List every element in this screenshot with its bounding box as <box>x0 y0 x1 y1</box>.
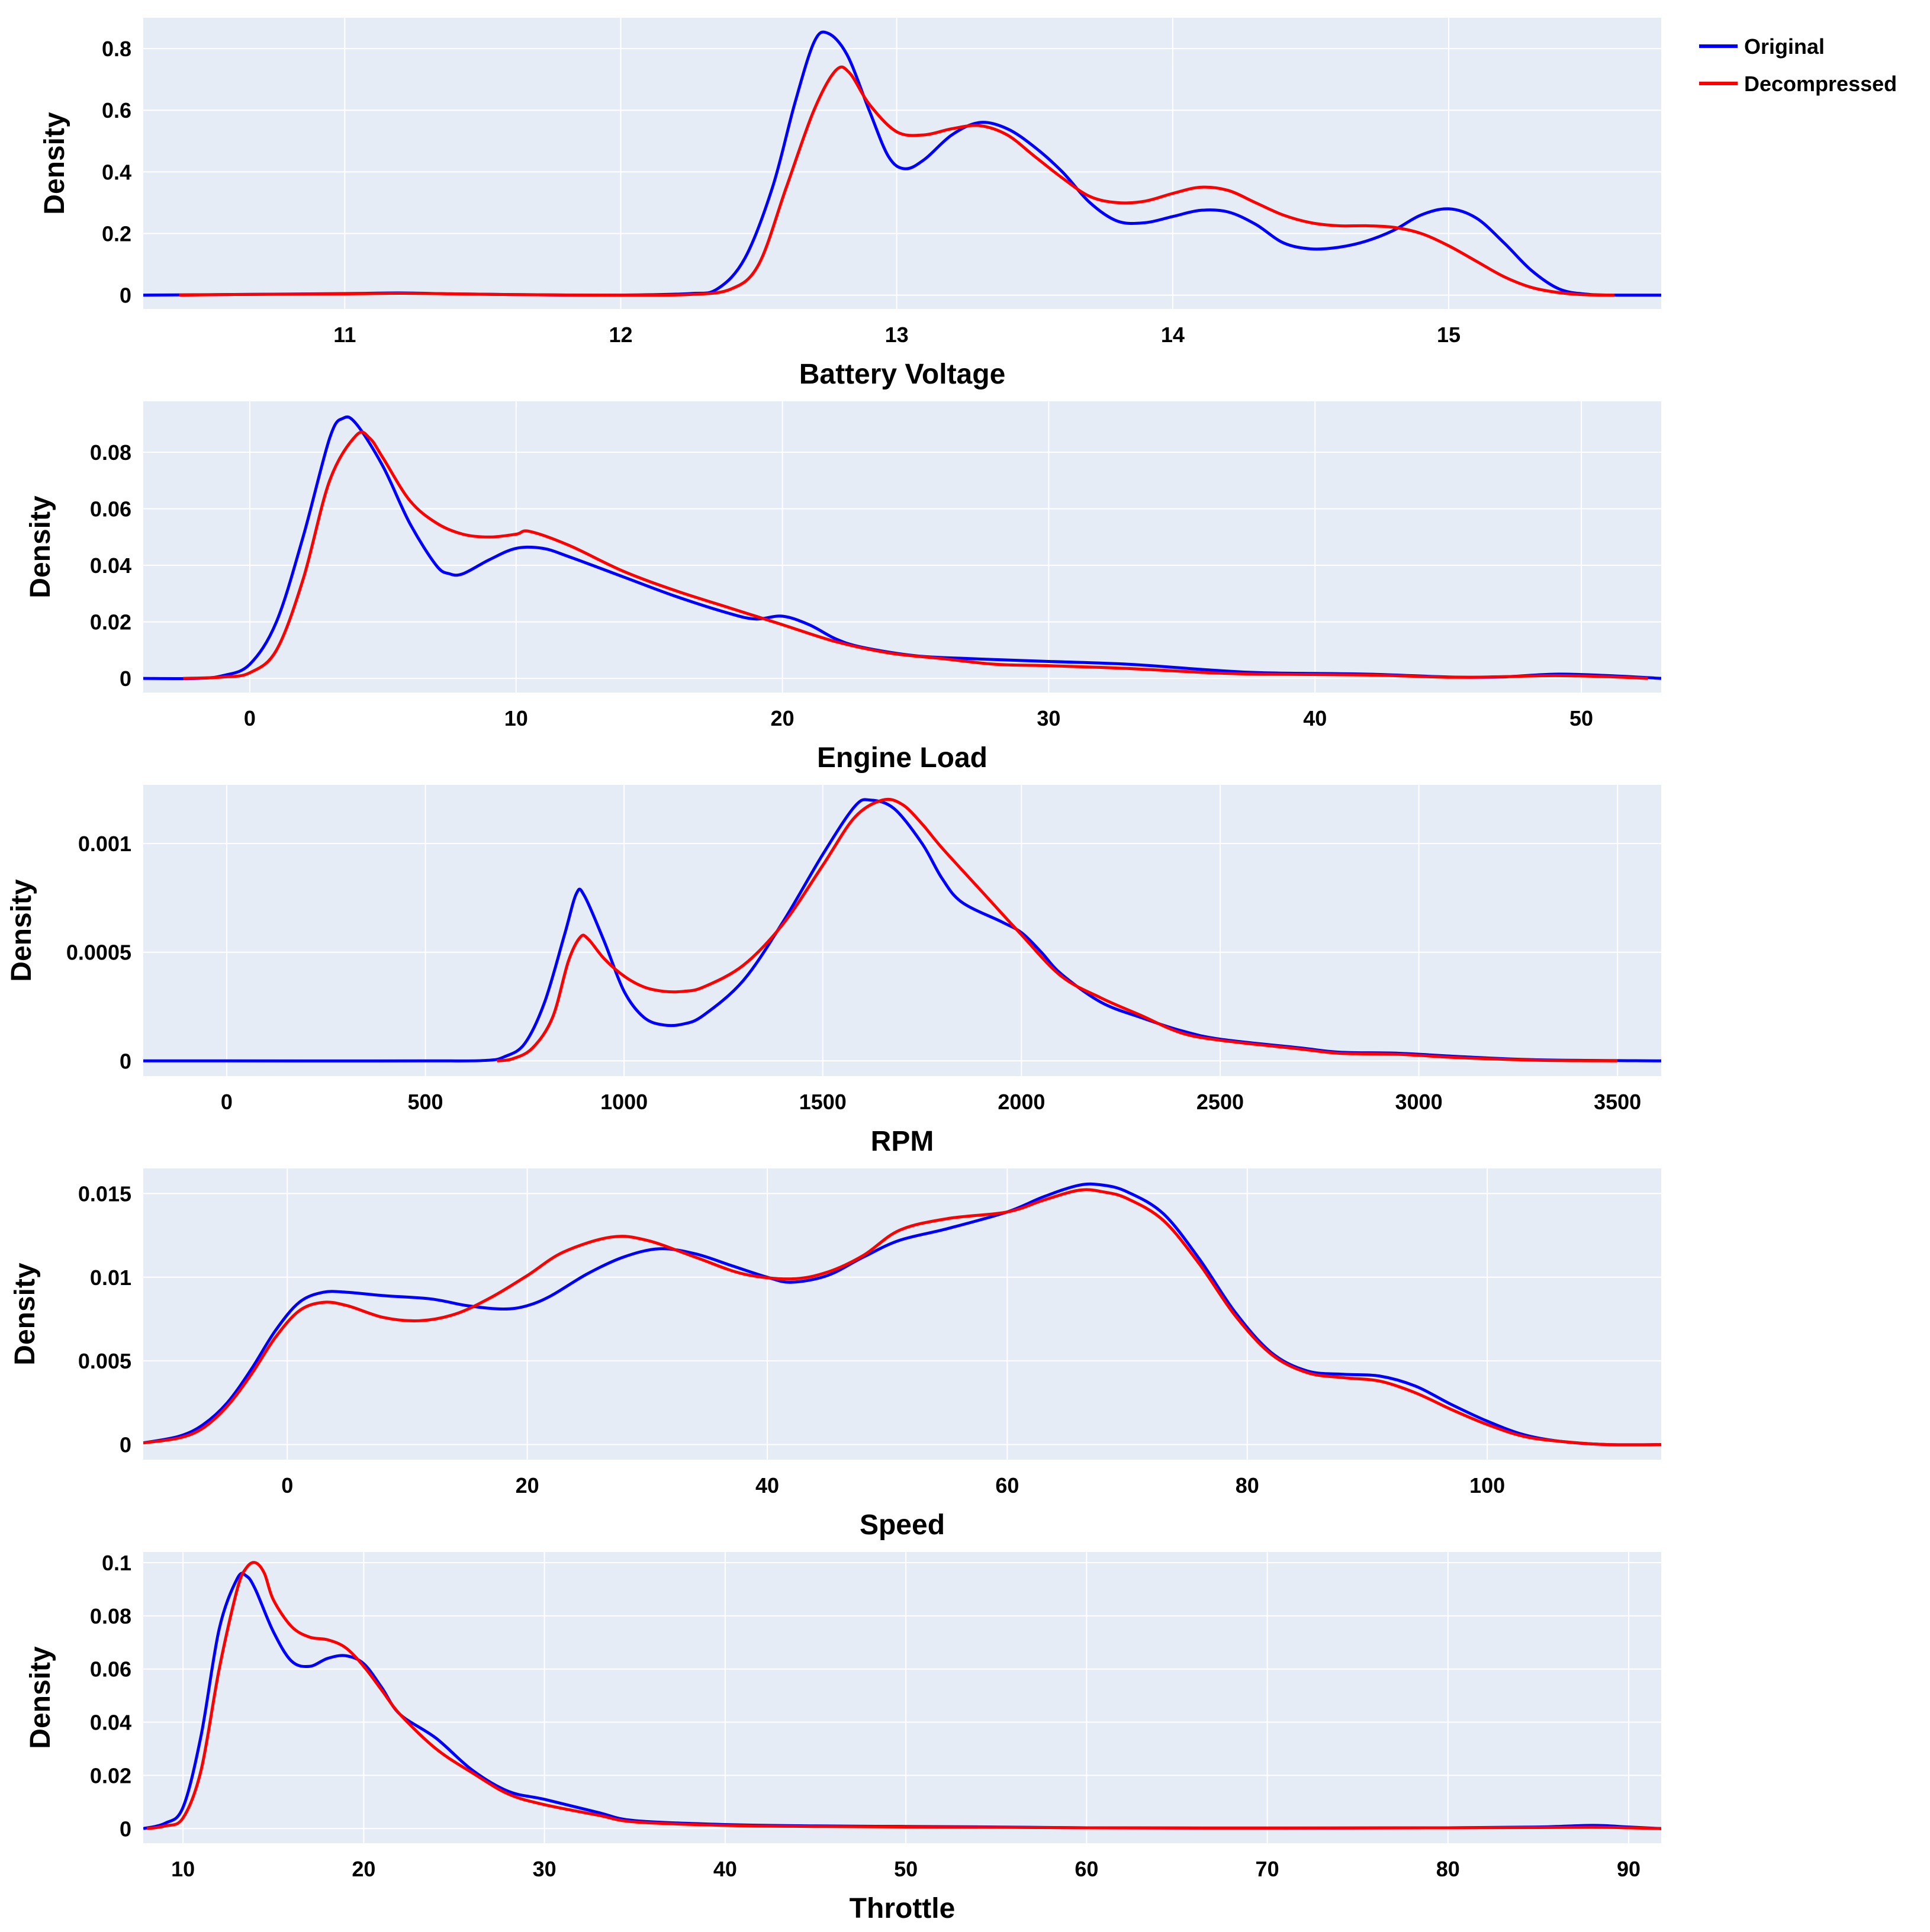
x-axis-title-battery-voltage: Battery Voltage <box>799 359 1006 390</box>
x-tick-label: 90 <box>1617 1857 1640 1881</box>
y-axis-title-engine-load: Density <box>25 495 56 598</box>
y-tick-label: 0.4 <box>102 160 131 184</box>
plot-area-speed <box>143 1168 1661 1460</box>
subplot-rpm: 0 500 1000 1500 2000 2500 3000 3500 0 0.0005 0.001… <box>6 785 1661 1157</box>
y-tick-label: 0.01 <box>90 1266 131 1290</box>
y-tick-label: 0.08 <box>90 440 131 465</box>
x-tick-label: 13 <box>885 323 909 347</box>
y-tick-label: 0 <box>120 1049 131 1073</box>
y-tick-label: 0 <box>120 1817 131 1841</box>
y-axis-title-speed: Density <box>9 1263 41 1366</box>
y-axis-title-battery-voltage: Density <box>39 112 70 215</box>
subplot-speed: 0 20 40 60 80 100 0 0.005 0.01 0.015 Speed Density <box>9 1168 1661 1541</box>
x-tick-label: 1500 <box>799 1090 847 1114</box>
x-tick-label: 60 <box>995 1473 1019 1498</box>
x-tick-label: 11 <box>333 323 356 347</box>
y-tick-label: 0.001 <box>78 832 131 856</box>
x-tick-label: 40 <box>1303 706 1327 730</box>
x-tick-label: 10 <box>504 706 528 730</box>
plot-area-engine-load <box>143 401 1661 693</box>
x-tick-label: 40 <box>713 1857 737 1881</box>
x-axis-title-rpm: RPM <box>871 1126 934 1157</box>
y-axis-title-rpm: Density <box>6 879 37 982</box>
y-axis-title-throttle: Density <box>25 1646 56 1749</box>
y-tick-label: 0 <box>120 666 131 691</box>
x-tick-label: 20 <box>516 1473 539 1498</box>
x-tick-label: 100 <box>1469 1473 1505 1498</box>
x-tick-label: 50 <box>1569 706 1593 730</box>
x-tick-label: 3500 <box>1594 1090 1641 1114</box>
y-tick-label: 0.08 <box>90 1604 131 1628</box>
series-line-decompressed-rpm <box>497 797 1618 1062</box>
subplots: 11 12 13 14 15 0 0.2 0.4 0.6 0.8 Battery Voltage De… <box>6 18 1661 1924</box>
x-tick-label: 30 <box>533 1857 557 1881</box>
y-tick-label: 0.02 <box>90 610 131 635</box>
plot-area-throttle <box>143 1552 1661 1843</box>
y-tick-label: 0.06 <box>90 497 131 521</box>
x-tick-label: 50 <box>894 1857 918 1881</box>
y-tick-label: 0.015 <box>78 1181 131 1206</box>
y-tick-label: 0.04 <box>90 1711 131 1735</box>
x-tick-label: 14 <box>1161 323 1185 347</box>
y-tick-label: 0.8 <box>102 37 131 61</box>
subplot-battery-voltage: 11 12 13 14 15 0 0.2 0.4 0.6 0.8 Battery Voltage De… <box>39 18 1661 390</box>
x-tick-label: 20 <box>352 1857 375 1881</box>
y-tick-label: 0.2 <box>102 221 131 246</box>
x-axis-title-engine-load: Engine Load <box>817 742 987 774</box>
x-tick-label: 3000 <box>1395 1090 1443 1114</box>
x-tick-label: 0 <box>221 1090 233 1114</box>
y-tick-label: 0.04 <box>90 553 131 578</box>
x-tick-label: 0 <box>244 706 256 730</box>
y-tick-label: 0.0005 <box>66 941 131 965</box>
y-tick-label: 0.02 <box>90 1763 131 1788</box>
x-tick-label: 80 <box>1436 1857 1460 1881</box>
legend-label-decompressed: Decompressed <box>1744 72 1897 96</box>
x-axis-title-throttle: Throttle <box>850 1893 956 1924</box>
x-tick-label: 70 <box>1256 1857 1279 1881</box>
series-line-decompressed-engine-load <box>183 430 1648 680</box>
x-tick-label: 40 <box>755 1473 779 1498</box>
y-tick-label: 0.6 <box>102 98 131 123</box>
y-tick-label: 0 <box>120 284 131 308</box>
x-axis-title-speed: Speed <box>860 1509 945 1541</box>
x-tick-label: 10 <box>171 1857 195 1881</box>
subplot-engine-load: 0 10 20 30 40 50 0 0.02 0.04 0.06 0.08 Engine Load D… <box>25 401 1661 774</box>
y-tick-label: 0.1 <box>102 1551 131 1575</box>
x-tick-label: 2000 <box>998 1090 1045 1114</box>
x-tick-label: 60 <box>1075 1857 1098 1881</box>
x-tick-label: 1000 <box>600 1090 648 1114</box>
series-line-decompressed-throttle <box>146 1561 1661 1830</box>
plot-area-rpm <box>143 785 1661 1076</box>
legend-label-original: Original <box>1744 34 1825 59</box>
y-tick-label: 0.06 <box>90 1657 131 1682</box>
x-tick-label: 15 <box>1437 323 1461 347</box>
x-tick-label: 2500 <box>1196 1090 1244 1114</box>
x-tick-label: 500 <box>408 1090 443 1114</box>
plot-area-battery-voltage <box>143 18 1661 309</box>
x-tick-label: 80 <box>1236 1473 1259 1498</box>
x-tick-label: 30 <box>1037 706 1060 730</box>
x-tick-label: 12 <box>609 323 632 347</box>
x-tick-label: 0 <box>281 1473 293 1498</box>
series-line-decompressed-speed <box>143 1188 1661 1447</box>
subplot-throttle: 10 20 30 40 50 60 70 80 90 0 0.02 0.04 0.06 0.08 0.1 Th… <box>25 1551 1661 1924</box>
y-tick-label: 0.005 <box>78 1349 131 1373</box>
x-tick-label: 20 <box>771 706 794 730</box>
y-tick-label: 0 <box>120 1433 131 1457</box>
legend: Original Decompressed <box>1699 34 1897 96</box>
series-line-decompressed-battery-voltage <box>179 65 1614 297</box>
